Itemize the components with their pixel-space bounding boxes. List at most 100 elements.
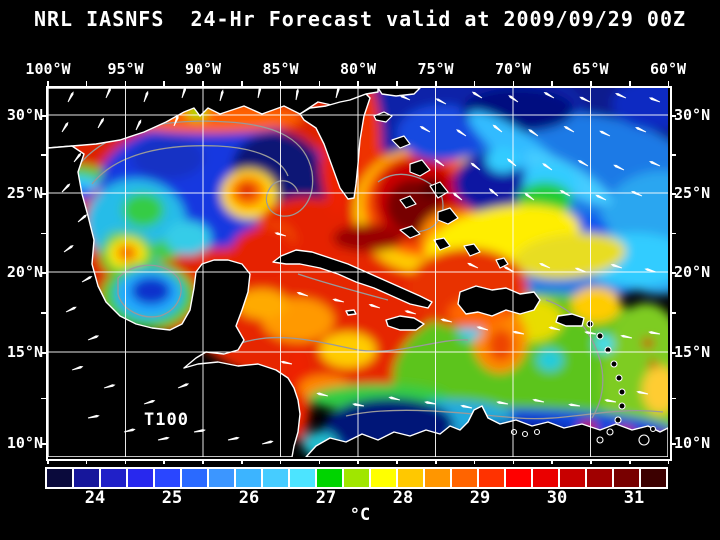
- axis-tick: [671, 272, 676, 274]
- axis-tick: [163, 459, 165, 464]
- lon-tick-label: 100°W: [25, 60, 71, 78]
- colorbar-cell: [506, 469, 531, 487]
- axis-tick: [671, 232, 676, 234]
- axis-tick: [41, 352, 46, 354]
- axis-tick: [396, 459, 398, 464]
- landmass-cayman: [345, 309, 357, 316]
- lon-tick-label: 85°W: [262, 60, 299, 78]
- page-title: NRL IASNFS 24-Hr Forecast valid at 2009/…: [33, 7, 687, 31]
- colorbar-cell: [182, 469, 207, 487]
- colorbar-tick-label: 30: [546, 488, 568, 508]
- lat-tick-label: 15°N: [674, 343, 711, 361]
- colorbar-cell: [398, 469, 423, 487]
- axis-tick: [41, 154, 46, 156]
- colorbar-cell: [155, 469, 180, 487]
- landmass-cuba: [272, 249, 433, 309]
- axis-tick: [318, 459, 321, 464]
- colorbar-cell: [641, 469, 666, 487]
- colorbar-cell: [452, 469, 477, 487]
- lon-tick-label: 90°W: [184, 60, 222, 78]
- colorbar-cell: [587, 469, 612, 487]
- axis-tick: [241, 459, 243, 464]
- axis-tick: [512, 459, 515, 464]
- colorbar-cell: [344, 469, 369, 487]
- colorbar-cell: [290, 469, 315, 487]
- lat-tick-label: 20°N: [6, 263, 43, 281]
- axis-tick: [279, 459, 282, 464]
- colorbar-tick-label: 28: [392, 488, 414, 508]
- lon-tick-label: 75°W: [417, 60, 454, 78]
- wind-vectors: [61, 86, 661, 445]
- colorbar-cell: [101, 469, 126, 487]
- axis-tick: [590, 81, 592, 86]
- lon-tick-label: 95°W: [107, 60, 144, 78]
- axis-tick: [41, 443, 46, 445]
- landmass-mexico-central-america: [47, 145, 301, 458]
- axis-tick: [671, 443, 676, 445]
- axis-tick: [357, 459, 359, 464]
- axis-tick: [41, 115, 46, 117]
- axis-tick: [47, 459, 49, 464]
- axis-tick: [473, 81, 476, 86]
- axis-tick: [41, 193, 46, 195]
- axis-tick: [47, 81, 49, 86]
- lat-tick-label: 20°N: [674, 263, 711, 281]
- colorbar-cell: [533, 469, 558, 487]
- colorbar-cell: [263, 469, 288, 487]
- colorbar-tick-label: 24: [84, 488, 106, 508]
- axis-tick: [629, 459, 631, 464]
- colorbar-cell: [479, 469, 504, 487]
- axis-tick: [279, 81, 282, 86]
- axis-tick: [435, 459, 437, 464]
- axis-tick: [202, 459, 204, 464]
- temperature-colorbar: [45, 467, 668, 489]
- axis-tick: [435, 81, 437, 86]
- axis-tick: [667, 81, 670, 86]
- axis-tick: [473, 459, 476, 464]
- colorbar-cell: [425, 469, 450, 487]
- axis-tick: [163, 81, 165, 86]
- lat-tick-label: 30°N: [674, 106, 711, 124]
- colorbar-tick-label: 25: [161, 488, 183, 508]
- lat-tick-label: 10°N: [6, 434, 43, 452]
- sst-map: [18, 55, 720, 463]
- axis-tick: [551, 81, 553, 86]
- colorbar-tick-label: 29: [469, 488, 491, 508]
- landmass-south-america: [305, 405, 669, 458]
- bathymetry-contours: [77, 120, 664, 420]
- axis-tick: [85, 459, 88, 464]
- landmass-hispaniola: [457, 285, 541, 317]
- axis-tick: [241, 81, 243, 86]
- axis-tick: [41, 397, 46, 399]
- land-masses: [47, 87, 669, 458]
- axis-tick: [41, 272, 46, 274]
- lon-tick-label: 60°W: [649, 60, 687, 78]
- axis-tick: [512, 81, 515, 86]
- colorbar-cell: [209, 469, 234, 487]
- axis-tick: [667, 459, 670, 464]
- axis-tick: [41, 232, 46, 234]
- axis-tick: [124, 81, 127, 86]
- axis-tick: [124, 459, 127, 464]
- colorbar-tick-label: 26: [238, 488, 260, 508]
- axis-tick: [671, 397, 676, 399]
- axis-tick: [671, 115, 676, 117]
- colorbar-cell: [236, 469, 261, 487]
- axis-tick: [671, 352, 676, 354]
- landmass-puerto-rico: [555, 313, 585, 327]
- lat-tick-label: 25°N: [6, 184, 43, 202]
- lon-tick-label: 65°W: [572, 60, 609, 78]
- axis-tick: [671, 193, 676, 195]
- axis-tick: [629, 81, 631, 86]
- colorbar-cell: [371, 469, 396, 487]
- lat-tick-label: 25°N: [674, 184, 711, 202]
- axis-tick: [396, 81, 398, 86]
- colorbar-cell: [560, 469, 585, 487]
- map-frame: [18, 55, 720, 463]
- colorbar-cell: [128, 469, 153, 487]
- axis-tick: [671, 312, 676, 314]
- colorbar-cell: [317, 469, 342, 487]
- axis-tick: [318, 81, 321, 86]
- lon-tick-label: 80°W: [339, 60, 377, 78]
